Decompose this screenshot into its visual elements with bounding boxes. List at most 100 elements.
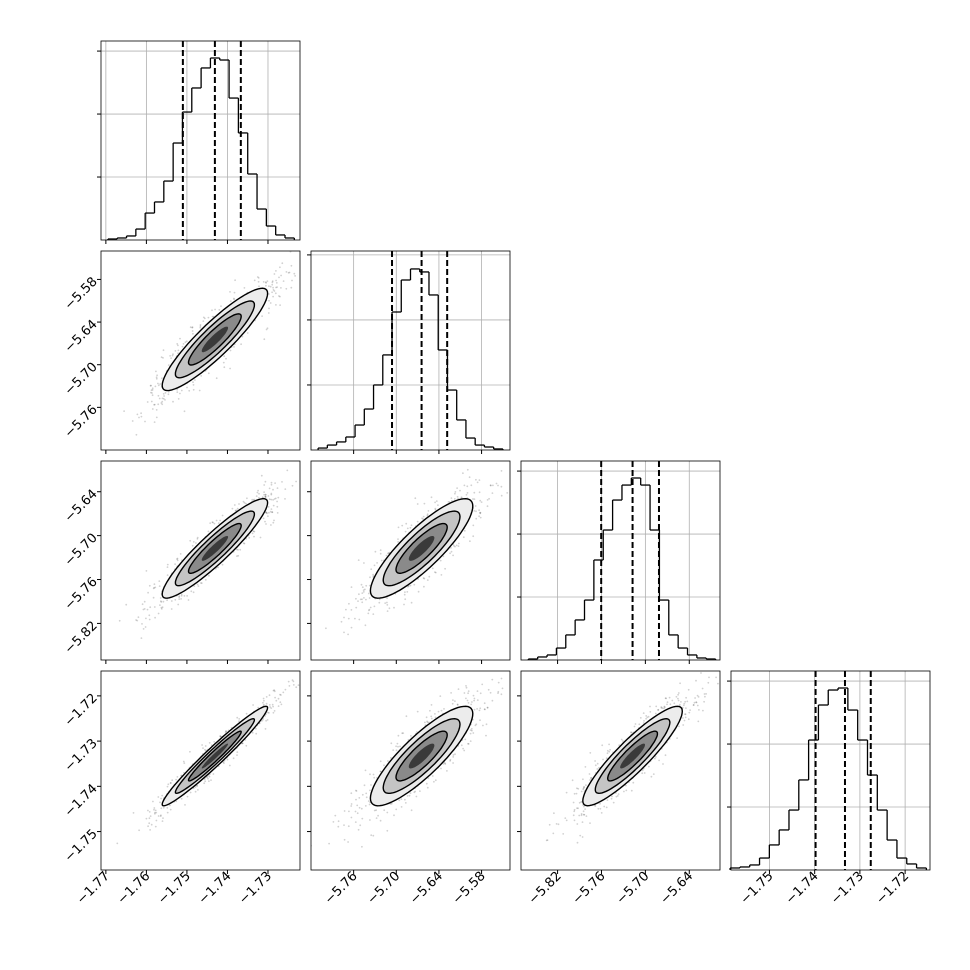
sample-point	[368, 608, 371, 611]
sample-point	[654, 757, 656, 760]
sample-point	[172, 353, 174, 356]
sample-point	[207, 777, 209, 780]
sample-point	[225, 730, 227, 733]
sample-point	[473, 498, 476, 500]
sample-point	[201, 744, 204, 746]
sample-point	[184, 341, 187, 344]
y-tick-label: −1.74	[62, 781, 101, 820]
sample-point	[219, 735, 222, 737]
sample-point	[174, 350, 177, 352]
sample-point	[584, 766, 587, 768]
panel-frame	[730, 670, 931, 871]
sample-point	[426, 579, 429, 581]
sample-point	[447, 501, 450, 503]
sample-point	[162, 357, 164, 359]
sample-point	[171, 354, 174, 357]
sample-point	[226, 758, 229, 761]
sample-point	[275, 279, 277, 282]
sample-point	[265, 284, 267, 287]
sample-point	[263, 699, 265, 702]
sample-point	[161, 403, 164, 406]
sample-point	[179, 553, 182, 555]
sample-point	[305, 259, 307, 261]
sample-point	[255, 732, 258, 735]
sample-point	[287, 271, 290, 274]
sample-point	[169, 804, 171, 807]
sample-point	[301, 657, 303, 659]
sample-point	[123, 410, 125, 412]
sample-point	[444, 763, 447, 765]
sample-point	[253, 530, 256, 533]
sample-point	[384, 602, 387, 604]
sample-point	[194, 790, 197, 793]
sample-point	[172, 400, 174, 403]
sample-point	[452, 754, 455, 756]
sample-point	[423, 585, 425, 588]
sample-point	[256, 491, 259, 494]
sample-point	[469, 740, 472, 742]
sample-point	[392, 749, 395, 751]
sample-point	[364, 805, 367, 807]
sample-point	[277, 496, 280, 499]
sample-point	[211, 315, 214, 318]
sample-point	[284, 488, 287, 490]
sample-point	[435, 500, 438, 502]
sample-point	[386, 597, 388, 599]
sample-point	[272, 289, 275, 291]
sample-point	[149, 815, 152, 817]
sample-point	[417, 590, 420, 593]
sample-point	[131, 420, 134, 422]
sample-point	[463, 529, 466, 532]
sample-point	[350, 803, 353, 805]
sample-point	[167, 364, 170, 366]
sample-point	[395, 808, 398, 811]
sample-point	[463, 749, 466, 752]
sample-point	[196, 583, 199, 586]
sample-point	[267, 711, 269, 714]
sample-point	[199, 326, 202, 329]
sample-point	[354, 617, 356, 620]
sample-point	[434, 571, 436, 573]
sample-point	[292, 458, 294, 460]
sample-point	[286, 469, 289, 472]
sample-point	[360, 807, 363, 810]
sample-point	[409, 792, 412, 795]
sample-point	[270, 493, 273, 496]
sample-point	[576, 787, 578, 790]
sample-point	[252, 704, 255, 706]
sample-point	[257, 277, 260, 279]
sample-point	[355, 597, 357, 600]
sample-point	[294, 275, 296, 277]
sample-point	[497, 690, 500, 693]
sample-point	[397, 526, 400, 529]
sample-point	[143, 600, 146, 603]
sample-point	[160, 606, 163, 609]
sample-point	[358, 806, 361, 809]
sample-point	[359, 824, 362, 827]
sample-point	[379, 552, 382, 555]
sample-point	[179, 392, 181, 395]
sample-point	[148, 811, 151, 813]
sample-point	[434, 713, 436, 715]
sample-point	[199, 324, 202, 326]
sample-point	[162, 806, 165, 809]
sample-point	[269, 706, 271, 708]
sample-point	[430, 717, 433, 720]
sample-point	[500, 677, 503, 680]
sample-point	[275, 282, 278, 284]
sample-point	[245, 712, 248, 715]
density-panel	[545, 672, 719, 844]
sample-point	[393, 814, 395, 817]
sample-point	[425, 716, 428, 719]
sample-point	[150, 400, 153, 403]
sample-point	[175, 800, 178, 803]
sample-point	[594, 805, 597, 807]
sample-point	[364, 588, 366, 591]
sample-point	[407, 585, 409, 588]
sample-point	[426, 720, 428, 723]
sample-point	[472, 535, 475, 538]
sample-point	[189, 750, 191, 753]
sample-point	[471, 729, 473, 732]
sample-point	[454, 545, 456, 548]
sample-point	[426, 513, 429, 516]
